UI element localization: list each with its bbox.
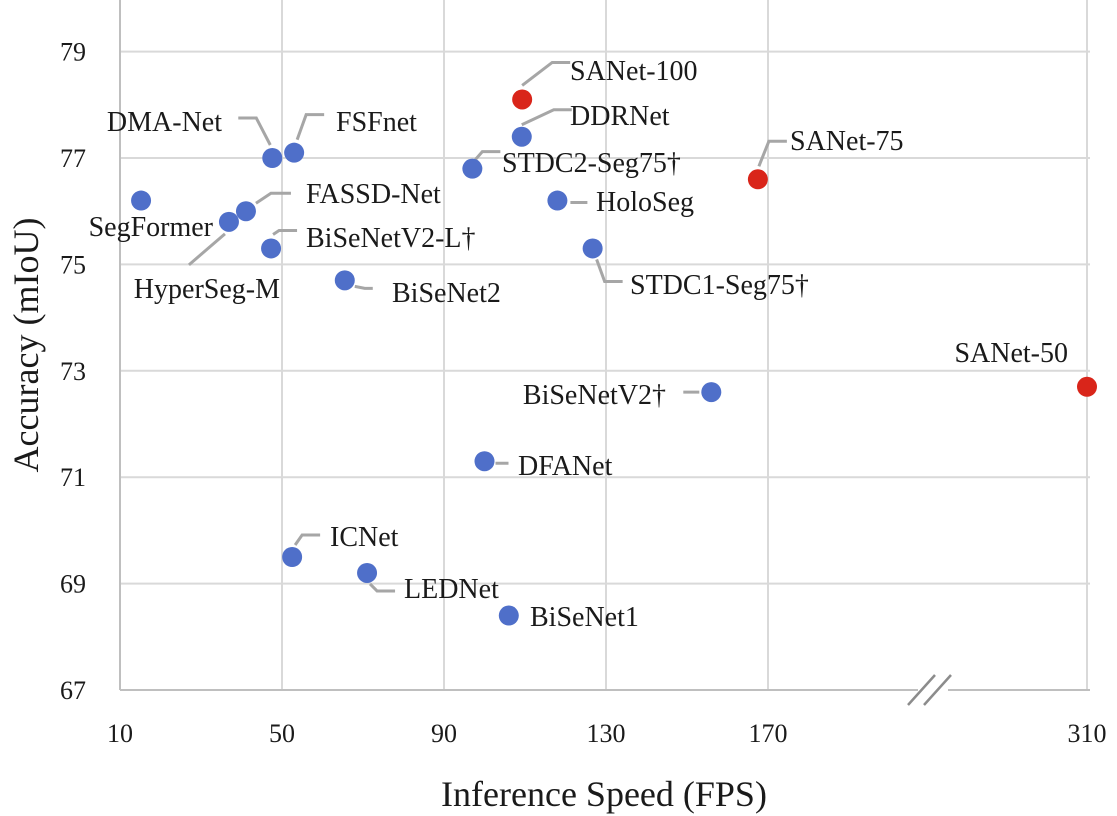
leader-line-dma-net <box>238 116 272 146</box>
y-tick-label: 77 <box>60 144 86 173</box>
x-tick-label: 90 <box>431 719 457 748</box>
label-sanet-75: SANet-75 <box>790 126 904 157</box>
leader-lines <box>187 60 787 593</box>
point-bisenetv2 <box>701 382 722 403</box>
grid <box>120 0 1090 690</box>
axis-break-mark <box>907 674 936 706</box>
x-tick-label: 130 <box>587 719 626 748</box>
y-axis-title: Accuracy (mIoU) <box>6 218 46 473</box>
axis-break-mark <box>923 674 952 706</box>
leader-line-bisenet2 <box>354 284 373 290</box>
y-tick-label: 67 <box>60 676 86 705</box>
leader-line-lednet <box>368 582 396 593</box>
point-sanet-75 <box>747 169 768 190</box>
leader-line-ddrnet <box>521 108 572 127</box>
tick-labels: 10 50 90 130 170 310 67 69 71 73 75 77 79 <box>60 38 1107 748</box>
label-bisenetv2: BiSeNetV2† <box>523 380 666 411</box>
point-labels: SANet-100 DDRNet DMA-Net FSFnet STDC2-Seg75†… <box>89 56 1068 633</box>
label-dma-net: DMA-Net <box>107 107 222 138</box>
y-tick-label: 79 <box>60 38 86 67</box>
leader-line-fsfnet <box>295 113 325 141</box>
point-bisenet2 <box>334 270 355 291</box>
point-icnet <box>282 547 303 567</box>
point-bisenetv2-l <box>261 238 282 259</box>
label-fsfnet: FSFnet <box>336 107 417 138</box>
label-bisenet2: BiSeNet2 <box>392 278 501 309</box>
leader-line-stdc1-seg75 <box>595 258 623 283</box>
label-sanet-100: SANet-100 <box>570 56 698 87</box>
label-hyperseg-m: HyperSeg-M <box>134 274 280 305</box>
label-fassd-net: FASSD-Net <box>306 179 441 210</box>
point-fsfnet <box>284 142 305 163</box>
label-segformer: SegFormer <box>89 212 214 243</box>
x-axis-title: Inference Speed (FPS) <box>441 774 767 814</box>
point-dfanet <box>474 451 495 472</box>
point-stdc2-seg75 <box>462 158 483 179</box>
label-stdc2-seg75: STDC2-Seg75† <box>502 148 681 179</box>
y-tick-label: 73 <box>60 357 86 386</box>
y-tick-label: 75 <box>60 250 86 279</box>
label-sanet-50: SANet-50 <box>954 338 1068 369</box>
leader-line-sanet-100 <box>521 60 571 87</box>
x-tick-label: 170 <box>749 719 788 748</box>
leader-line-sanet-75 <box>757 139 787 167</box>
label-dfanet: DFANet <box>518 451 613 482</box>
label-bisenetv2-l: BiSeNetV2-L† <box>306 223 476 254</box>
point-sanet-100 <box>512 89 533 110</box>
x-tick-label: 10 <box>107 719 133 748</box>
label-lednet: LEDNet <box>404 574 499 605</box>
point-sanet-50 <box>1077 376 1097 397</box>
point-segformer <box>131 190 152 211</box>
point-bisenet1 <box>498 605 519 626</box>
y-tick-label: 69 <box>60 570 86 599</box>
axes <box>119 0 1090 706</box>
point-lednet <box>357 562 378 583</box>
point-fassd-net <box>235 201 256 222</box>
leader-line-fassd-net <box>255 191 291 205</box>
point-dma-net <box>262 148 283 168</box>
leader-line-bisenetv2-l <box>272 228 298 236</box>
label-holoseg: HoloSeg <box>596 187 694 218</box>
point-stdc1-seg75 <box>582 238 603 259</box>
point-holoseg <box>547 190 568 211</box>
label-icnet: ICNet <box>330 522 399 553</box>
data-points <box>131 89 1097 626</box>
leader-line-hyperseg-m <box>187 232 226 266</box>
label-stdc1-seg75: STDC1-Seg75† <box>630 270 809 301</box>
label-bisenet1: BiSeNet1 <box>530 602 639 633</box>
point-hyperseg-m <box>218 211 239 232</box>
leader-line-icnet <box>293 533 321 546</box>
x-tick-label: 310 <box>1068 719 1107 748</box>
leader-line-stdc2-seg75 <box>474 150 501 161</box>
x-tick-label: 50 <box>269 719 295 748</box>
label-ddrnet: DDRNet <box>570 101 670 132</box>
y-tick-label: 71 <box>60 463 86 492</box>
point-ddrnet <box>511 126 532 147</box>
